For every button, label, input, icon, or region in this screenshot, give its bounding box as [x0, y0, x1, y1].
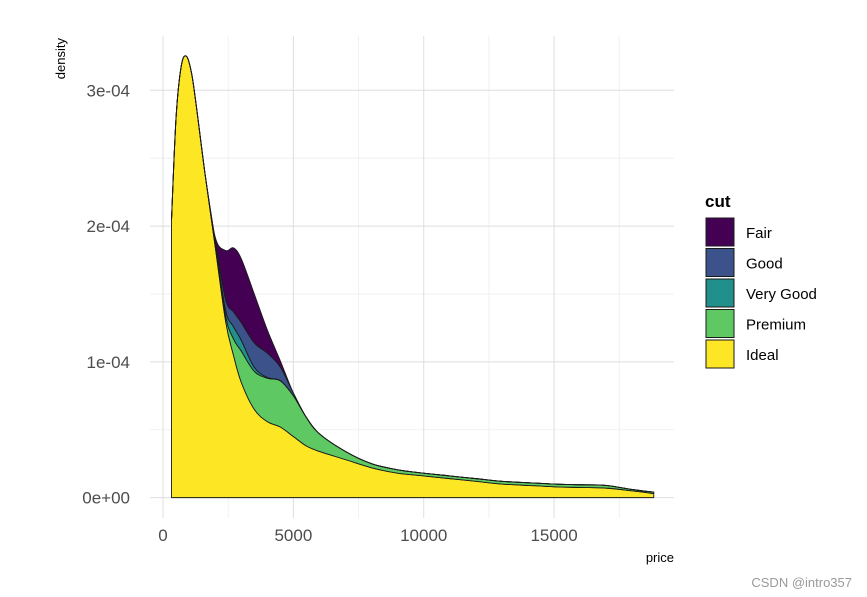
legend-label-good: Good	[746, 256, 783, 273]
x-tick-label: 10000	[400, 526, 447, 545]
y-axis-tick-labels: 0e+00 1e-04 2e-04 3e-04	[82, 81, 130, 507]
legend-key-very-good	[705, 278, 735, 308]
y-tick-label: 3e-04	[87, 81, 130, 100]
y-tick-label: 1e-04	[87, 353, 130, 372]
legend-key-premium	[705, 309, 735, 338]
legend-items: Fair Good Very Good Premium Ideal	[705, 217, 817, 369]
legend-title: cut	[705, 192, 731, 211]
x-tick-label: 5000	[274, 526, 312, 545]
legend-key-fair	[705, 217, 735, 247]
legend-label-ideal: Ideal	[746, 347, 779, 364]
y-tick-label: 2e-04	[87, 217, 130, 236]
y-axis-title: density	[53, 38, 68, 80]
legend-label-very-good: Very Good	[746, 286, 817, 303]
plot-panel	[150, 36, 674, 518]
legend-label-fair: Fair	[746, 225, 772, 242]
watermark: CSDN @intro357	[751, 575, 852, 590]
legend-label-premium: Premium	[746, 317, 806, 334]
y-tick-label: 0e+00	[82, 489, 130, 508]
density-areas	[171, 55, 655, 499]
x-tick-label: 0	[158, 526, 167, 545]
legend-key-ideal	[705, 339, 735, 369]
density-area-fair	[171, 55, 655, 493]
legend-key-good	[705, 248, 735, 277]
legend: cut Fair Good Very Good Premium Ideal	[705, 192, 817, 369]
x-axis-title: price	[646, 550, 674, 565]
x-tick-label: 15000	[530, 526, 577, 545]
x-axis-tick-labels: 0 5000 10000 15000	[158, 526, 577, 545]
